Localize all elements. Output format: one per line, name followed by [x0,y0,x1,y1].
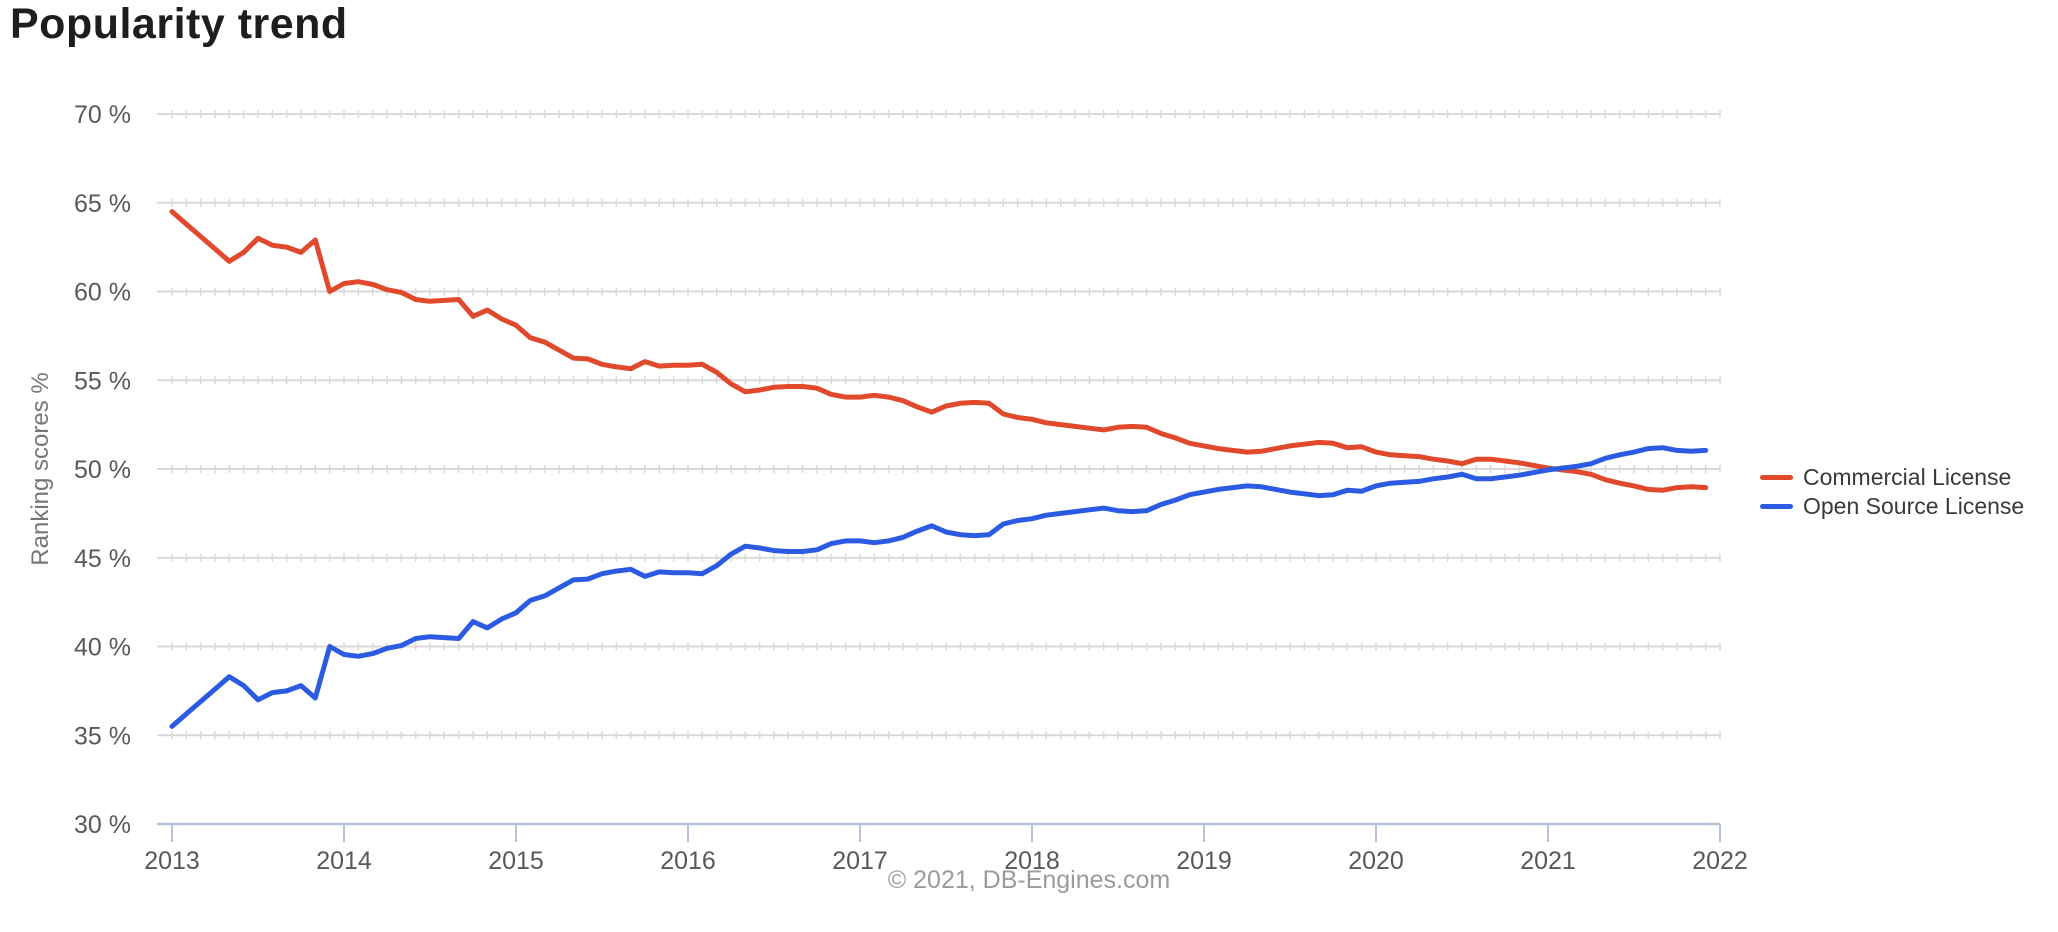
y-axis-tick-labels: 70 % 65 % 60 % 55 % 50 % 45 % 40 % 35 % 30 % [74,101,131,839]
y-tick-label: 45 % [74,545,131,573]
y-axis-title: Ranking scores % [27,372,54,565]
x-tick-label: 2018 [1004,847,1060,875]
gridlines [157,113,1720,737]
x-tick-label: 2021 [1520,847,1576,875]
y-tick-label: 55 % [74,367,131,395]
x-tick-label: 2022 [1692,847,1748,875]
x-tick-label: 2015 [488,847,544,875]
y-tick-label: 35 % [74,722,131,750]
x-tick-label: 2019 [1176,847,1232,875]
x-tick-label: 2017 [832,847,888,875]
copyright-footer: © 2021, DB-Engines.com [887,866,1171,894]
legend-item-open-source-license[interactable]: Open Source License [1760,492,2024,521]
x-tick-label: 2016 [660,847,716,875]
y-tick-label: 40 % [74,634,131,662]
legend-label-commercial: Commercial License [1803,464,2012,490]
y-tick-label: 50 % [74,456,131,484]
page-title: Popularity trend [10,0,348,48]
x-tick-label: 2013 [144,847,200,875]
y-tick-label: 65 % [74,190,131,218]
series-lines [169,209,1709,729]
series-line-open-source-license[interactable] [169,445,1709,729]
series-line-commercial-license[interactable] [169,209,1709,493]
legend-item-commercial-license[interactable]: Commercial License [1760,463,2024,492]
x-axis [157,822,1721,842]
legend-swatch-commercial-icon [1760,475,1793,480]
legend-label-open-source: Open Source License [1803,493,2025,519]
legend: Commercial License Open Source License [1760,463,2024,521]
x-axis-tick-labels: 2013 2014 2015 2016 2017 2018 2019 2020 2021 2022 [144,847,1748,875]
x-tick-label: 2014 [316,847,372,875]
legend-swatch-open-source-icon [1760,504,1793,509]
x-tick-label: 2020 [1348,847,1404,875]
y-tick-label: 70 % [74,101,131,129]
y-tick-label: 60 % [74,279,131,307]
y-tick-label: 30 % [74,811,131,839]
monthly-minor-ticks [171,110,1721,740]
